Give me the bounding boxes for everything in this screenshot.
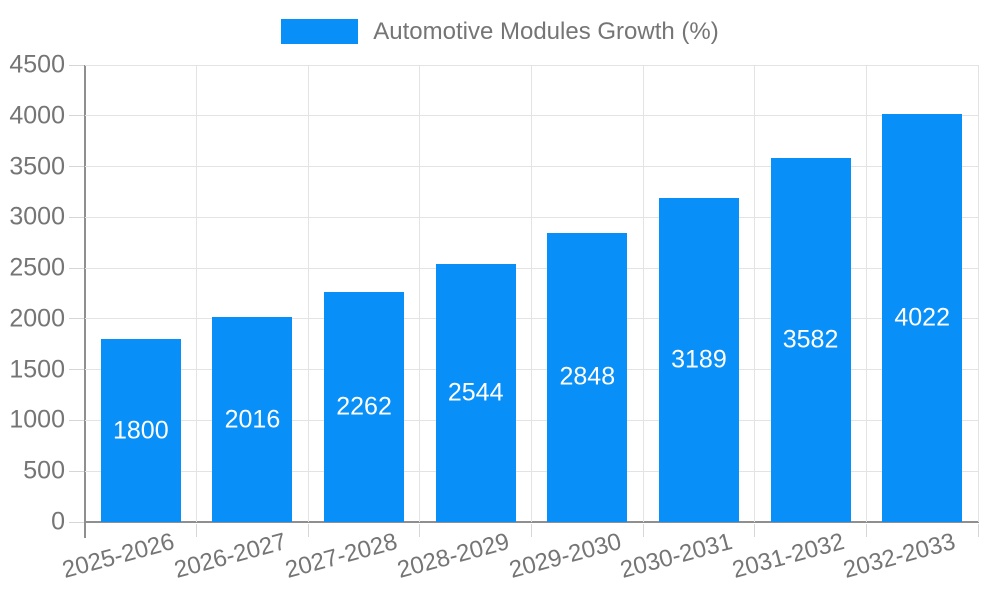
legend-label: Automotive Modules Growth (%)	[373, 17, 719, 45]
bar-value-label: 2848	[559, 362, 616, 391]
x-axis-category-label: 2026-2027	[171, 528, 289, 584]
x-axis-tick	[865, 524, 867, 537]
x-gridline	[977, 65, 979, 522]
y-axis-tick-label: 3500	[9, 152, 65, 181]
bar[interactable]: 1800	[100, 339, 181, 522]
bar[interactable]: 3582	[770, 158, 851, 522]
y-axis-tick	[69, 369, 84, 371]
y-axis-tick-label: 1000	[9, 405, 65, 434]
x-axis-tick	[307, 524, 309, 537]
x-gridline	[754, 65, 756, 522]
bar-value-label: 3582	[782, 325, 839, 354]
x-axis-line	[84, 521, 979, 523]
bar-value-label: 2016	[224, 405, 281, 434]
y-axis-tick-label: 2500	[9, 253, 65, 282]
bar[interactable]: 2848	[547, 232, 628, 522]
legend-item-automotive-modules-growth[interactable]: Automotive Modules Growth (%)	[281, 17, 719, 45]
y-axis-tick-label: 1500	[9, 355, 65, 384]
bar[interactable]: 2016	[212, 317, 293, 522]
bar[interactable]: 3189	[658, 198, 739, 522]
y-axis-tick	[69, 64, 84, 66]
x-axis-category-label: 2031-2032	[729, 528, 848, 584]
bar-value-label: 1800	[113, 416, 169, 445]
y-axis-tick	[69, 115, 84, 117]
x-gridline	[419, 65, 421, 522]
y-axis-tick-label: 4500	[9, 50, 65, 79]
bar-value-label: 2544	[447, 378, 504, 407]
y-axis-tick-label: 4000	[9, 101, 65, 130]
y-axis-tick	[69, 470, 84, 472]
x-axis-tick	[419, 524, 421, 537]
x-gridline	[307, 65, 309, 522]
plot-area: 0 500 1000 1500 2000 2500 3000 3500 4000 4500 1800…	[9, 52, 979, 584]
x-gridline	[865, 65, 867, 522]
bar-value-label: 4022	[894, 303, 950, 332]
bar-value-label: 3189	[671, 345, 727, 374]
x-axis-category-label: 2028-2029	[394, 528, 513, 584]
x-axis-tick	[754, 524, 756, 537]
x-axis-tick	[977, 524, 979, 537]
x-axis-tick	[642, 524, 644, 537]
y-axis-tick-label: 3000	[9, 202, 65, 231]
x-gridline	[196, 65, 198, 522]
x-axis-category-label: 2029-2030	[505, 528, 624, 584]
y-axis-tick	[69, 267, 84, 269]
y-axis-tick	[69, 216, 84, 218]
x-axis-tick	[196, 524, 198, 537]
y-axis-tick-label: 500	[23, 456, 65, 485]
chart-legend: Automotive Modules Growth (%)	[0, 19, 1000, 44]
y-axis-tick	[69, 166, 84, 168]
y-axis-tick-label: 2000	[9, 304, 65, 333]
y-axis-line	[84, 65, 86, 538]
x-gridline	[531, 65, 532, 522]
bar[interactable]: 2544	[435, 263, 516, 522]
x-gridline	[642, 65, 644, 522]
x-axis-category-label: 2032-2033	[840, 528, 959, 584]
legend-swatch-icon	[281, 19, 359, 44]
y-axis-tick	[69, 318, 84, 320]
bar[interactable]: 2262	[324, 292, 405, 522]
y-axis-tick	[69, 521, 84, 523]
x-axis-category-label: 2027-2028	[282, 528, 401, 584]
y-axis-tick	[69, 419, 84, 421]
x-axis-category-label: 2030-2031	[617, 528, 736, 584]
bar[interactable]: 4022	[882, 113, 963, 522]
y-axis-tick-label: 0	[51, 507, 65, 536]
x-axis-tick	[531, 524, 532, 537]
bar-value-label: 2262	[336, 392, 392, 421]
x-axis-category-label: 2025-2026	[59, 528, 178, 584]
